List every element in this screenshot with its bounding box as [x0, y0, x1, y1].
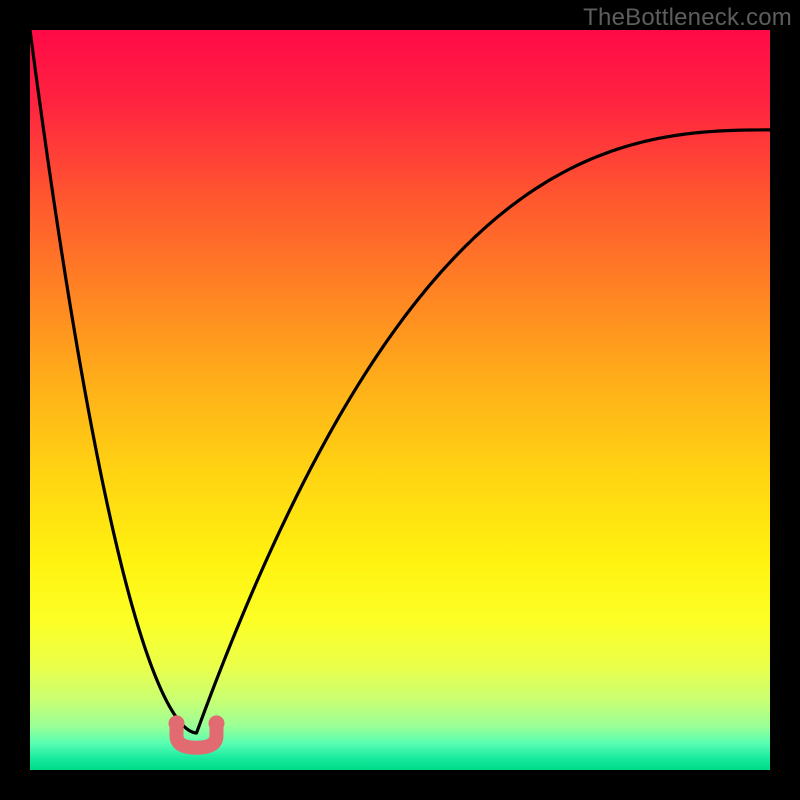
watermark-text: TheBottleneck.com [583, 4, 792, 32]
chart-frame: TheBottleneck.com [0, 0, 800, 800]
curve-layer [30, 30, 770, 770]
bottleneck-curve [30, 30, 770, 733]
plot-area [30, 30, 770, 770]
